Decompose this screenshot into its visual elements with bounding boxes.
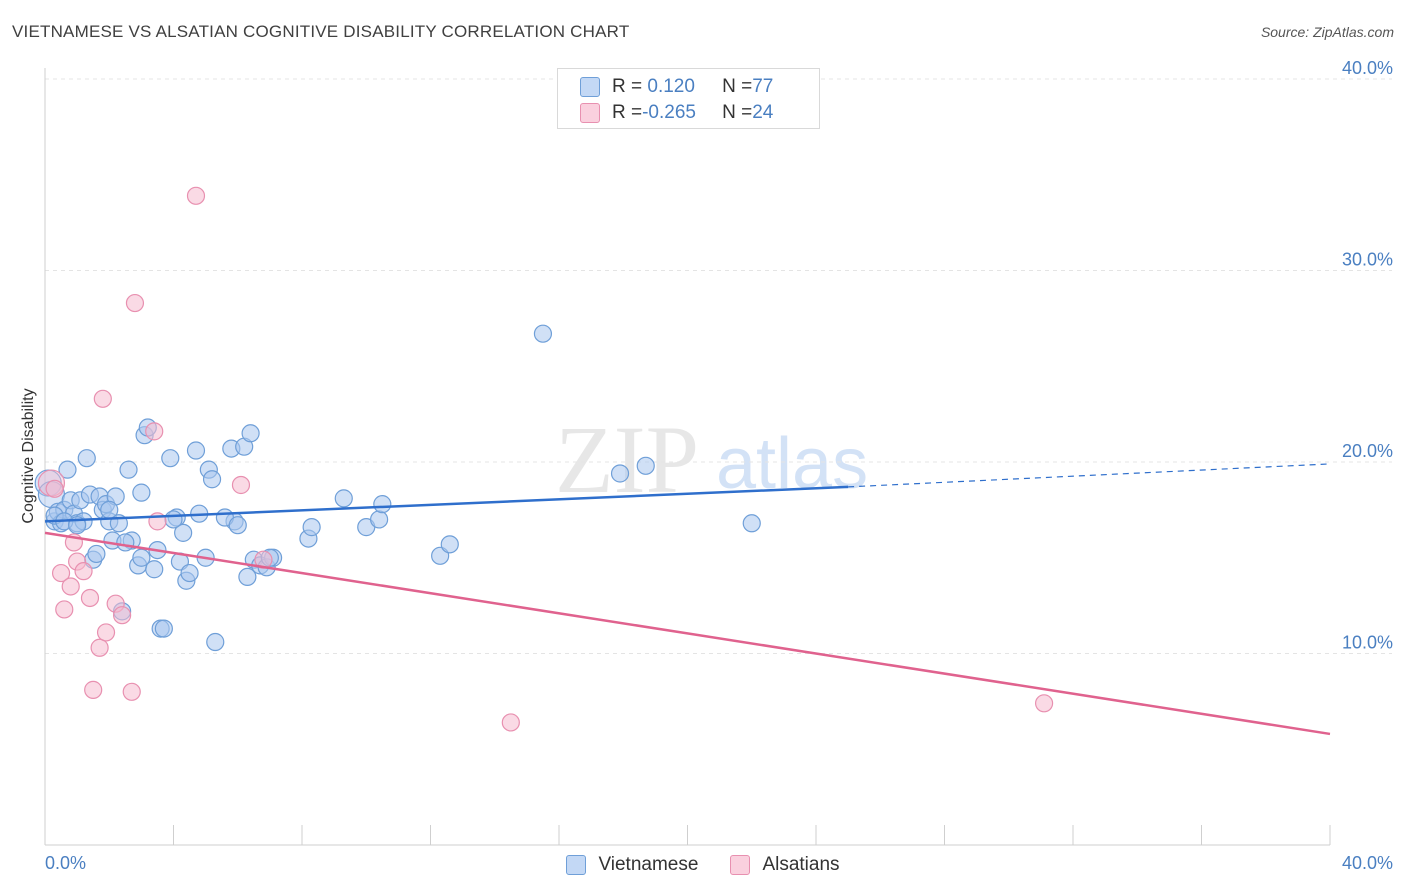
vietnamese-point bbox=[132, 483, 151, 502]
x-tick-label-max: 40.0% bbox=[1342, 853, 1393, 873]
alsatian-point bbox=[90, 638, 109, 657]
vietnamese-point bbox=[119, 460, 138, 479]
vietnamese-swatch bbox=[566, 855, 587, 875]
alsatian-point bbox=[231, 475, 251, 495]
legend-n-value: 77 bbox=[752, 76, 774, 97]
vietnamese-point bbox=[636, 456, 655, 475]
vietnamese-point bbox=[100, 500, 119, 519]
alsatian-point bbox=[51, 563, 71, 583]
vietnamese-trend-extension bbox=[848, 463, 1331, 488]
vietnamese-point bbox=[186, 441, 206, 460]
alsatian-swatch bbox=[730, 855, 751, 875]
alsatian-point bbox=[93, 389, 112, 408]
chart-title: VIETNAMESE VS ALSATIAN COGNITIVE DISABIL… bbox=[12, 22, 630, 41]
x-tick-labels: 0.0% 40.0% bbox=[45, 853, 1393, 873]
vietnamese-point bbox=[533, 324, 553, 343]
legend-r-value: -0.265 bbox=[642, 102, 696, 123]
alsatian-point bbox=[145, 422, 164, 441]
vietnamese-point bbox=[302, 518, 321, 537]
alsatian-point bbox=[61, 577, 80, 596]
vietnamese-point bbox=[238, 567, 257, 587]
x-tick-label-min: 0.0% bbox=[45, 853, 86, 873]
legend-r-label: R = bbox=[612, 76, 643, 97]
alsatian-point bbox=[501, 713, 520, 732]
vietnamese-point bbox=[77, 449, 96, 468]
correlation-legend: R = 0.120 N = 77 R = -0.265 N = 24 bbox=[557, 68, 820, 129]
alsatian-swatch bbox=[580, 103, 600, 123]
vietnamese-swatch bbox=[580, 77, 600, 97]
alsatian-trend-line bbox=[44, 531, 1331, 736]
axes bbox=[44, 68, 1331, 846]
alsatian-point bbox=[74, 562, 93, 581]
grid-lines bbox=[45, 78, 1392, 654]
alsatian-point bbox=[84, 680, 103, 699]
vietnamese-point bbox=[87, 544, 106, 564]
alsatian-point bbox=[55, 600, 74, 619]
y-tick-label: 40.0% bbox=[1342, 58, 1393, 78]
vietnamese-point bbox=[610, 464, 630, 483]
vietnamese-point bbox=[180, 563, 199, 583]
legend-n-label: N = bbox=[722, 76, 753, 97]
legend-row-alsatian: R = -0.265 N = 24 bbox=[580, 101, 773, 125]
alsatian-point bbox=[186, 186, 206, 205]
y-tick-labels: 10.0% 20.0% 30.0% 40.0% bbox=[1342, 58, 1393, 653]
vietnamese-point bbox=[145, 560, 164, 579]
alsatian-point bbox=[112, 606, 132, 625]
vietnamese-point bbox=[206, 632, 225, 652]
vietnamese-point bbox=[116, 533, 135, 552]
vietnamese-point bbox=[228, 516, 247, 535]
vietnamese-point bbox=[58, 460, 77, 479]
alsatian-points bbox=[37, 186, 1054, 732]
legend-label: Vietnamese bbox=[598, 854, 699, 875]
vietnamese-point bbox=[202, 470, 222, 489]
vietnamese-point bbox=[241, 424, 260, 443]
alsatian-point bbox=[96, 623, 116, 642]
trend-lines bbox=[44, 463, 1331, 736]
vietnamese-point bbox=[373, 495, 392, 514]
vietnamese-point bbox=[154, 619, 173, 638]
alsatian-point bbox=[122, 682, 141, 701]
y-tick-label: 20.0% bbox=[1342, 441, 1393, 461]
alsatian-point bbox=[125, 293, 145, 313]
legend-n-label: N = bbox=[722, 102, 753, 123]
vietnamese-point bbox=[742, 514, 761, 533]
series-legend: Vietnamese Alsatians bbox=[0, 852, 1406, 878]
legend-label: Alsatians bbox=[762, 854, 840, 875]
legend-row-vietnamese: R = 0.120 N = 77 bbox=[580, 75, 773, 99]
y-tick-label: 30.0% bbox=[1342, 250, 1393, 270]
vietnamese-point bbox=[161, 449, 180, 468]
vietnamese-trend-line bbox=[44, 485, 849, 523]
vietnamese-point bbox=[334, 489, 353, 508]
legend-r-label: R = bbox=[612, 102, 643, 123]
legend-item-alsatians: Alsatians bbox=[730, 854, 840, 876]
source-label: Source: ZipAtlas.com bbox=[1260, 24, 1394, 40]
vietnamese-point bbox=[164, 510, 183, 529]
y-tick-label: 10.0% bbox=[1342, 633, 1393, 653]
legend-n-value: 24 bbox=[752, 102, 774, 123]
vietnamese-point bbox=[132, 548, 151, 567]
alsatian-point bbox=[45, 479, 64, 498]
alsatian-point bbox=[1034, 694, 1054, 713]
alsatian-point bbox=[80, 588, 100, 608]
vietnamese-point bbox=[174, 523, 193, 542]
vietnamese-point bbox=[440, 535, 459, 554]
vietnamese-point bbox=[370, 510, 389, 529]
legend-r-value: 0.120 bbox=[642, 76, 695, 97]
legend-item-vietnamese: Vietnamese bbox=[566, 854, 698, 876]
